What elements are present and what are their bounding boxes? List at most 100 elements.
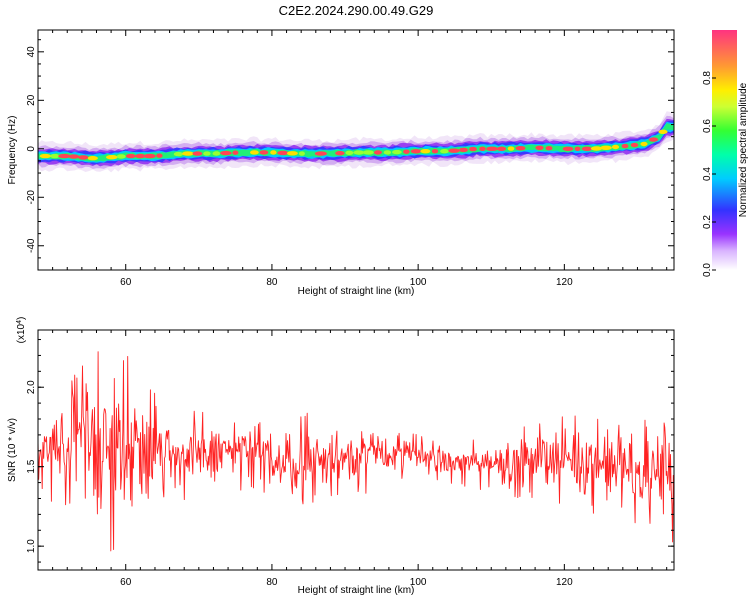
ridge-hotspot: [203, 151, 211, 156]
ridge-hotspot: [383, 150, 392, 155]
ridge-hotspot: [87, 156, 98, 161]
x-tick-label: 100: [410, 277, 427, 288]
ridge-hotspot: [486, 146, 498, 151]
ridge-hotspot: [286, 151, 298, 156]
ridge-hotspot: [459, 147, 468, 153]
spectrogram-panel: 60 80 100 120 -40 -20 0 20 40 Height of straigh…: [7, 29, 675, 297]
y-tick-label: 2.0: [26, 380, 37, 394]
ridge-hotspot: [479, 146, 486, 151]
snr-multiplier-label: (x104): [16, 317, 28, 344]
spectrogram-frame: [37, 29, 675, 271]
ridge-hotspot: [648, 137, 659, 142]
snr-y-ticks: 1.0 1.5 2.0: [26, 339, 674, 563]
ridge-hotspot: [611, 144, 620, 150]
y-tick-label: 40: [26, 46, 37, 58]
ridge-hotspot: [574, 146, 581, 151]
snr-y-label: SNR (10 * v/v): [7, 418, 18, 482]
ridge-hotspot: [658, 129, 668, 134]
ridge-hotspot: [562, 146, 574, 151]
colorbar-gradient: [712, 30, 737, 270]
ridge-hotspot: [143, 153, 156, 159]
ridge-hotspot: [250, 150, 259, 155]
x-tick-label: 60: [120, 577, 132, 588]
colorbar: 0.0 0.2 0.4 0.6 0.8 Normalized spectral ampl…: [702, 30, 749, 277]
spectrogram-y-label: Frequency (Hz): [7, 116, 18, 185]
ridge-hotspot: [621, 143, 629, 149]
x-tick-label: 120: [556, 277, 573, 288]
ridge-hotspot: [259, 150, 269, 155]
snr-frame: [37, 329, 675, 571]
y-tick-label: 1.5: [26, 459, 37, 473]
ridge-hotspot: [106, 155, 118, 160]
ridge-hotspot: [353, 150, 365, 155]
colorbar-tick-label: 0.8: [702, 71, 713, 85]
ridge-hotspot: [581, 146, 593, 151]
ridge-hotspot: [545, 146, 553, 151]
ridge-hotspot: [314, 151, 327, 156]
ridge-hotspot: [298, 151, 305, 156]
y-tick-label: 20: [26, 94, 37, 106]
y-tick-label: 0: [26, 146, 37, 152]
x-tick-label: 80: [266, 577, 278, 588]
ridge-hotspot: [630, 142, 639, 148]
spectrogram-x-ticks: 60 80 100 120: [52, 30, 668, 288]
snr-x-ticks: 60 80 100 120: [52, 330, 668, 588]
chart-title: C2E2.2024.290.00.49.G29: [279, 3, 434, 18]
snr-x-label: Height of straight line (km): [298, 585, 415, 596]
ridge-hotspot: [220, 150, 232, 156]
ridge-hotspot: [78, 155, 89, 160]
snr-multiplier-base: (x10: [16, 323, 27, 343]
y-tick-label: -40: [26, 238, 37, 253]
colorbar-tick-label: 0.6: [702, 119, 713, 133]
ridge-hotspot: [448, 148, 460, 153]
ridge-hotspot: [50, 153, 60, 159]
ridge-hotspot: [590, 146, 603, 151]
spectrogram-y-ticks: -40 -20 0 20 40: [26, 39, 674, 259]
snr-multiplier-close: ): [16, 317, 27, 320]
ridge-hotspot: [135, 153, 146, 159]
ridge-hotspot: [116, 154, 126, 159]
ridge-hotspot: [469, 146, 477, 152]
colorbar-tick-label: 0.4: [702, 167, 713, 181]
ridge-hotspot: [515, 146, 526, 151]
colorbar-label: Normalized spectral amplitude: [738, 82, 749, 217]
y-tick-label: 1.0: [26, 539, 37, 553]
spectrogram-ridge: [38, 111, 674, 173]
ridge-hotspot: [362, 150, 374, 155]
ridge-hotspot: [156, 153, 163, 158]
y-tick-label: -20: [26, 190, 37, 205]
x-tick-label: 100: [410, 577, 427, 588]
ridge-hotspot: [277, 150, 289, 156]
ridge-hotspot: [410, 149, 422, 154]
snr-panel: 60 80 100 120 1.0 1.5 2.0 Height of straight …: [7, 317, 675, 596]
ridge-hotspot: [270, 150, 277, 155]
ridge-hotspot: [232, 150, 239, 155]
ridge-hotspot: [58, 153, 71, 159]
ridge-hotspot: [640, 141, 648, 147]
x-tick-label: 80: [266, 277, 278, 288]
ridge-hotspot: [125, 153, 136, 159]
ridge-hotspot: [39, 153, 51, 159]
x-tick-label: 60: [120, 277, 132, 288]
ridge-hotspot: [440, 149, 449, 154]
snr-series-line: [38, 351, 674, 552]
spectrogram-x-label: Height of straight line (km): [298, 286, 415, 297]
ridge-hotspot: [68, 154, 80, 159]
ridge-hotspot: [600, 145, 612, 150]
snr-multiplier-exponent: 4: [16, 320, 23, 324]
ridge-hotspot: [173, 151, 183, 157]
ridge-hotspot: [431, 149, 439, 154]
ridge-hotspot: [335, 151, 345, 156]
colorbar-tick-label: 0.0: [702, 263, 713, 277]
ridge-hotspot: [392, 149, 402, 155]
snr-line: [38, 351, 674, 552]
ridge-hotspot: [507, 146, 515, 151]
ridge-hotspot: [420, 149, 431, 154]
ridge-hotspot: [403, 149, 410, 154]
ridge-hotspot: [535, 145, 544, 150]
colorbar-tick-label: 0.2: [702, 215, 713, 229]
ridge-hotspot: [182, 151, 194, 156]
x-tick-label: 120: [556, 577, 573, 588]
ridge-hotspot: [496, 146, 507, 151]
